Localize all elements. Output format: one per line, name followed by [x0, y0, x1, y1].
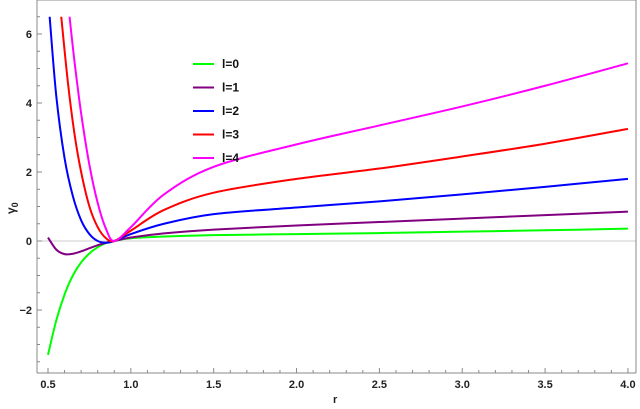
legend-label: l=4: [222, 151, 239, 165]
x-tick-label: 3.0: [455, 379, 470, 391]
series-line-l0: [47, 227, 628, 356]
x-ticks: 0.5 1.0 1.5 2.0 2.5 3.0 3.5 4.0: [40, 368, 636, 391]
axes: 0.5 1.0 1.5 2.0 2.5 3.0 3.5 4.0 −2 0 2 4 6: [19, 0, 637, 391]
x-tick-label: 1.0: [123, 379, 138, 391]
legend-label: l=2: [222, 104, 239, 118]
y-axis-label: γ0: [4, 202, 20, 214]
series-line-l4: [68, 16, 629, 242]
y-tick-label: 0: [26, 236, 32, 248]
x-tick-label: 2.0: [289, 379, 304, 391]
y-tick-label: 6: [26, 29, 32, 41]
x-tick-label: 2.5: [372, 379, 387, 391]
legend: l=0 l=1 l=2 l=3 l=4: [193, 57, 239, 165]
y-ticks: −2 0 2 4 6: [19, 16, 42, 363]
y-tick-label: −2: [19, 305, 32, 317]
legend-label: l=3: [222, 128, 239, 142]
svg-text:γ0: γ0: [4, 202, 20, 214]
x-tick-label: 3.5: [537, 379, 552, 391]
x-tick-label: 0.5: [40, 379, 55, 391]
series-group: [47, 16, 629, 356]
series-line-l3: [60, 16, 629, 243]
x-axis-label: r: [333, 394, 338, 406]
y-axis-label-sub: 0: [10, 202, 20, 207]
y-tick-label: 2: [26, 167, 32, 179]
series-line-l1: [47, 210, 628, 256]
series-line-l2: [48, 16, 629, 244]
x-tick-label: 1.5: [206, 379, 221, 391]
legend-label: l=0: [222, 57, 239, 71]
y-axis-label-main: γ: [4, 207, 18, 214]
legend-label: l=1: [222, 81, 239, 95]
y-tick-label: 4: [26, 98, 33, 110]
x-tick-label: 4.0: [620, 379, 635, 391]
